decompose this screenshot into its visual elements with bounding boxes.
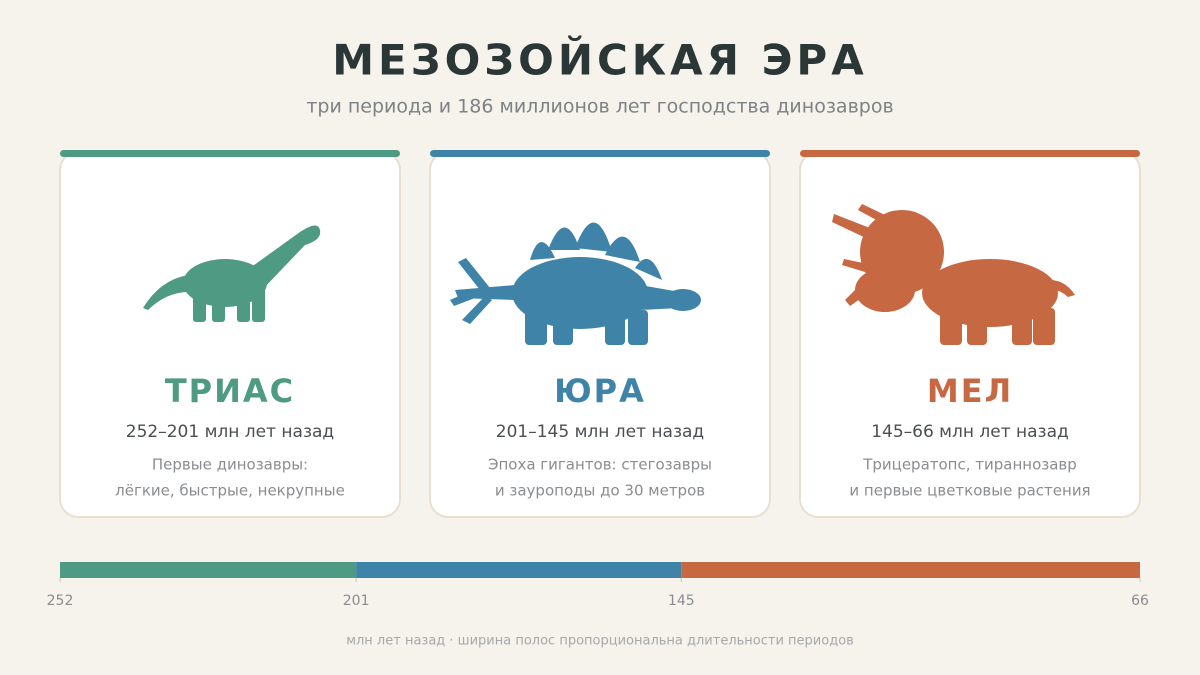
period-range: 145–66 млн лет назад [871, 422, 1069, 442]
card-top-bar [800, 150, 1140, 157]
period-description: и первые цветковые растения [849, 482, 1090, 500]
period-description: и зауроподы до 30 метров [495, 482, 705, 500]
period-name: ЮРА [554, 372, 646, 410]
period-description: Трицератопс, тираннозавр [862, 456, 1077, 474]
period-range: 201–145 млн лет назад [496, 422, 704, 442]
stegosaurus-icon [450, 222, 701, 345]
period-description: лёгкие, быстрые, некрупные [115, 482, 345, 500]
card-top-bar [430, 150, 770, 157]
timeline-note: млн лет назад · ширина полос пропорциона… [346, 634, 854, 649]
period-name: МЕЛ [927, 372, 1013, 410]
period-name: ТРИАС [165, 372, 295, 410]
timeline-tick-label: 201 [343, 593, 370, 609]
timeline-tick-label: 145 [668, 593, 695, 609]
timeline-segment [60, 562, 357, 578]
sauropod-icon [143, 225, 321, 322]
subtitle: три периода и 186 миллионов лет господст… [306, 96, 893, 118]
period-description: Первые динозавры: [152, 456, 308, 474]
period-range: 252–201 млн лет назад [126, 422, 334, 442]
timeline-segment [681, 562, 1140, 578]
timeline-tick-label: 66 [1131, 593, 1149, 609]
timeline-tick-label: 252 [47, 593, 74, 609]
period-description: Эпоха гигантов: стегозавры [488, 456, 712, 474]
title: МЕЗОЗОЙСКАЯ ЭРА [332, 35, 867, 85]
triceratops-icon [832, 204, 1075, 345]
timeline-segment [356, 562, 682, 578]
card-top-bar [60, 150, 400, 157]
